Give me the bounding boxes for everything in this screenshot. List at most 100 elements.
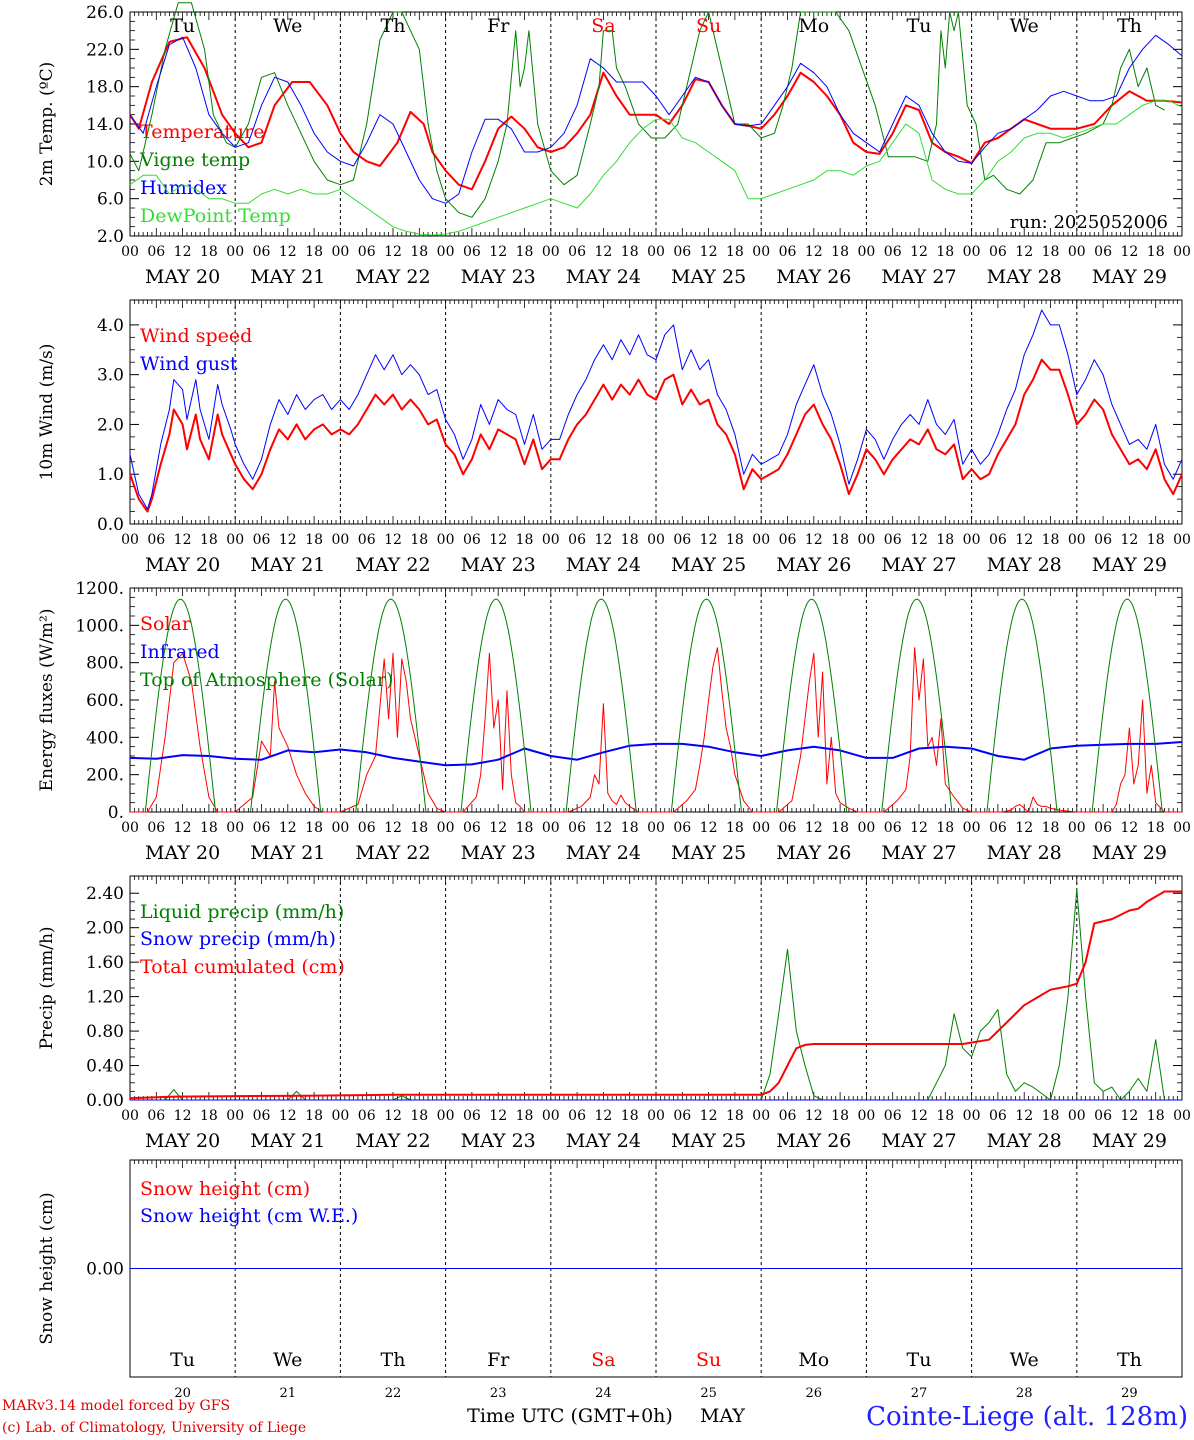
panel-frame <box>129 587 1183 813</box>
date-label: MAY 23 <box>461 266 536 288</box>
date-label: MAY 24 <box>566 554 641 576</box>
y-tick-label: 6.0 <box>97 190 124 210</box>
y-tick-label: 1.0 <box>97 465 124 485</box>
y-tick-label: 400. <box>86 728 124 748</box>
hour-tick-label: 18 <box>1042 532 1060 548</box>
date-label: MAY 28 <box>987 842 1062 864</box>
hour-tick-label: 12 <box>279 820 297 836</box>
hour-tick-label: 00 <box>1173 820 1191 836</box>
hour-tick-label: 06 <box>779 1108 797 1124</box>
wind-speed-line <box>129 358 1183 513</box>
date-label: MAY 26 <box>776 554 851 576</box>
y-tick-label: 14.0 <box>86 115 124 135</box>
y-axis-label: Snow height (cm) <box>37 1192 57 1344</box>
hour-tick-label: 18 <box>726 244 744 260</box>
hour-tick-label: 06 <box>568 820 586 836</box>
hour-tick-label: 06 <box>463 532 481 548</box>
day-number: 23 <box>490 1386 507 1401</box>
hour-tick-label: 00 <box>121 532 139 548</box>
hour-tick-label: 00 <box>1068 820 1086 836</box>
wind-gust-line <box>129 309 1183 510</box>
day-abbr-bottom: Fr <box>487 1349 510 1371</box>
hour-tick-label: 12 <box>700 532 718 548</box>
hour-tick-label: 00 <box>963 532 981 548</box>
date-label: MAY 23 <box>461 842 536 864</box>
y-tick-label: 600. <box>86 691 124 711</box>
day-number: 27 <box>911 1386 928 1401</box>
y-tick-label: 18.0 <box>86 78 124 98</box>
hour-tick-label: 00 <box>752 244 770 260</box>
hour-tick-label: 12 <box>384 244 402 260</box>
hour-tick-label: 12 <box>1015 532 1033 548</box>
hour-tick-label: 18 <box>410 1108 428 1124</box>
day-abbr-bottom: Tu <box>907 1349 932 1371</box>
hour-tick-label: 12 <box>594 244 612 260</box>
hour-tick-label: 06 <box>253 820 271 836</box>
date-label: MAY 26 <box>776 1130 851 1152</box>
hour-tick-label: 12 <box>279 1108 297 1124</box>
hour-tick-label: 18 <box>621 820 639 836</box>
hour-tick-label: 06 <box>147 820 165 836</box>
hour-tick-label: 00 <box>1068 1108 1086 1124</box>
hour-tick-label: 18 <box>726 820 744 836</box>
hour-tick-label: 12 <box>594 820 612 836</box>
hour-tick-label: 12 <box>1120 532 1138 548</box>
hour-tick-label: 00 <box>963 244 981 260</box>
hour-tick-label: 12 <box>384 820 402 836</box>
y-tick-label: 2.0 <box>97 415 124 435</box>
hour-tick-label: 00 <box>857 1108 875 1124</box>
toa-solar-line <box>250 598 322 813</box>
legend-entry: Temperature <box>140 121 264 143</box>
date-label: MAY 27 <box>881 554 956 576</box>
hour-tick-label: 00 <box>1068 532 1086 548</box>
total-cumulated-cm-line <box>129 890 1182 1100</box>
date-label: MAY 24 <box>566 266 641 288</box>
date-label: MAY 26 <box>776 266 851 288</box>
date-label: MAY 25 <box>671 842 746 864</box>
toa-solar-line <box>881 598 953 813</box>
y-axis-label: Precip (mm/h) <box>37 926 57 1049</box>
hour-tick-label: 18 <box>410 532 428 548</box>
legend-entry: Snow precip (mm/h) <box>140 928 336 950</box>
toa-solar-line <box>986 598 1058 813</box>
hour-tick-label: 12 <box>279 244 297 260</box>
run-annotation: run: 2025052006 <box>1010 212 1168 233</box>
hour-tick-label: 12 <box>805 1108 823 1124</box>
month-label: MAY <box>700 1405 745 1427</box>
day-abbr-bottom: Th <box>381 1349 406 1371</box>
date-label: MAY 21 <box>250 1130 325 1152</box>
hour-tick-label: 00 <box>226 532 244 548</box>
hour-tick-label: 12 <box>805 820 823 836</box>
hour-tick-label: 12 <box>1120 820 1138 836</box>
hour-tick-label: 18 <box>410 820 428 836</box>
day-abbr-bottom: We <box>1010 1349 1039 1371</box>
hour-tick-label: 12 <box>805 532 823 548</box>
hour-tick-label: 18 <box>726 532 744 548</box>
lab-credit: (c) Lab. of Climatology, University of L… <box>2 1420 307 1436</box>
y-tick-label: 22.0 <box>86 40 124 60</box>
hour-tick-label: 12 <box>489 820 507 836</box>
legend-entry: Wind gust <box>140 353 238 375</box>
hour-tick-label: 06 <box>147 532 165 548</box>
y-tick-label: 200. <box>86 766 124 786</box>
hour-tick-label: 00 <box>752 820 770 836</box>
date-label: MAY 22 <box>355 554 430 576</box>
date-label: MAY 22 <box>355 842 430 864</box>
toa-solar-line <box>144 598 216 813</box>
legend-entry: Total cumulated (cm) <box>140 956 345 978</box>
hour-tick-label: 06 <box>989 244 1007 260</box>
date-label: MAY 28 <box>987 1130 1062 1152</box>
hour-tick-label: 00 <box>437 244 455 260</box>
date-label: MAY 27 <box>881 842 956 864</box>
temperature-line <box>129 36 1183 191</box>
hour-tick-label: 18 <box>936 1108 954 1124</box>
hour-tick-label: 00 <box>542 244 560 260</box>
hour-tick-label: 06 <box>884 244 902 260</box>
hour-tick-label: 18 <box>621 244 639 260</box>
dewpoint-temp-line <box>129 100 1183 236</box>
date-label: MAY 23 <box>461 554 536 576</box>
hour-tick-label: 06 <box>358 244 376 260</box>
hour-tick-label: 06 <box>358 1108 376 1124</box>
day-abbr-top: Sa <box>591 15 615 37</box>
hour-tick-label: 18 <box>726 1108 744 1124</box>
